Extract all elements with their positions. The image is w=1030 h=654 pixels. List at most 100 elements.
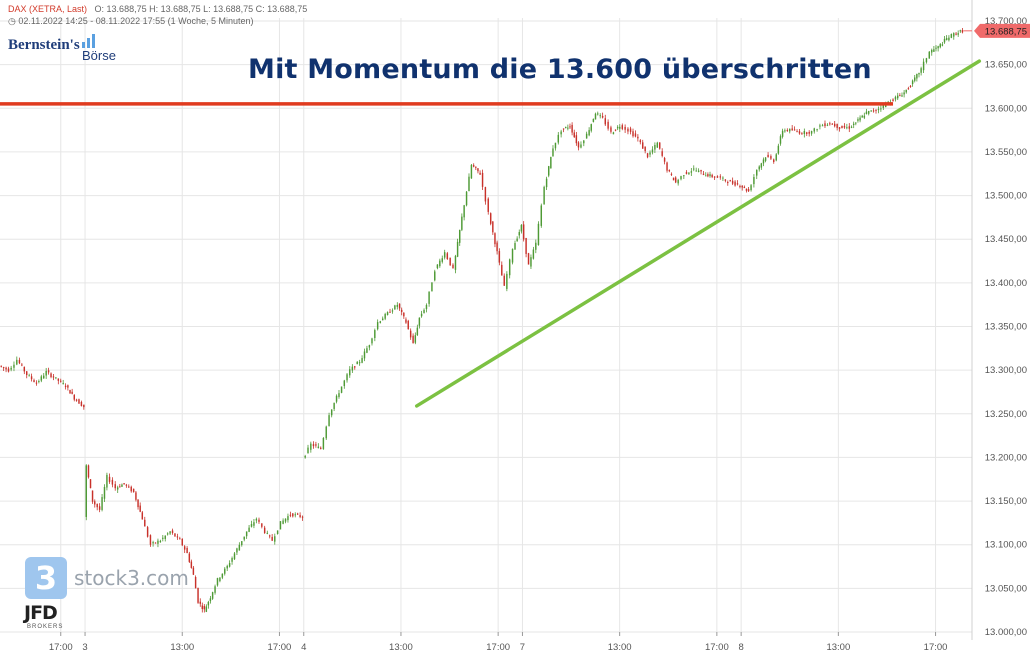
candle-body: [899, 95, 901, 97]
candle-body: [632, 131, 634, 137]
candle-body: [604, 118, 607, 125]
candle-body: [420, 313, 423, 317]
candle-body: [144, 519, 146, 527]
candle-body: [152, 542, 154, 544]
candle-body: [508, 259, 511, 276]
candle-body: [194, 577, 197, 589]
period-label: 02.11.2022 14:25 - 08.11.2022 17:55 (1 W…: [18, 16, 254, 26]
candle-body: [659, 142, 661, 149]
logo-line1: Bernstein's: [8, 37, 80, 53]
candle-body: [801, 133, 803, 135]
x-tick-label: 3: [82, 642, 87, 653]
candle-body: [627, 128, 629, 132]
candle-body: [819, 125, 821, 127]
candle-body: [481, 172, 484, 187]
candle-body: [96, 503, 98, 508]
candle-body: [719, 176, 722, 178]
candle-body: [813, 128, 815, 132]
candle-body: [697, 170, 700, 172]
candle-body: [123, 483, 125, 485]
candle-body: [55, 377, 57, 379]
x-tick-label: 17:00: [486, 642, 510, 653]
candle-body: [806, 132, 808, 134]
candle-body: [78, 399, 80, 404]
candle-body: [7, 368, 10, 372]
candle-body: [98, 506, 101, 510]
candle-body: [320, 447, 322, 449]
candle-body: [409, 330, 412, 338]
candle-body: [384, 314, 386, 319]
candle-body: [396, 304, 399, 307]
candle-body: [294, 514, 296, 516]
candle-body: [506, 273, 508, 289]
x-tick-label: 17:00: [268, 642, 292, 653]
candle-body: [914, 77, 916, 81]
candle-body: [709, 174, 711, 177]
candle-body: [945, 38, 948, 41]
candle-body: [779, 136, 782, 144]
candle-body: [243, 536, 245, 540]
candle-body: [948, 37, 950, 41]
candle-body: [224, 568, 226, 574]
candle-body: [791, 128, 793, 131]
candle-body: [346, 374, 348, 381]
candle-body: [203, 606, 206, 610]
candle-body: [836, 123, 838, 128]
candle-body: [668, 170, 671, 172]
candle-body: [540, 205, 543, 226]
candle-body: [552, 148, 554, 157]
candle-body: [537, 223, 540, 246]
candle-body: [916, 74, 918, 79]
candle-body: [317, 446, 320, 449]
candle-body: [245, 531, 248, 537]
candle-body: [637, 136, 639, 139]
candle-body: [108, 476, 111, 482]
candle-body: [2, 367, 5, 369]
candle-body: [661, 151, 663, 156]
candle-body: [379, 321, 382, 323]
candle-body: [449, 257, 451, 266]
candle-body: [349, 369, 351, 376]
candle-body: [414, 335, 417, 343]
candle-body: [231, 558, 233, 562]
candle-body: [920, 68, 922, 73]
candle-body: [745, 188, 748, 191]
candle-body: [796, 131, 798, 133]
candle-body: [651, 149, 654, 153]
candles: [0, 27, 964, 613]
candle-body: [583, 140, 585, 144]
candle-body: [861, 115, 863, 118]
last-price-badge-shape: [974, 23, 1030, 38]
candle-body: [389, 311, 391, 313]
candle-body: [13, 364, 15, 368]
candle-body: [106, 474, 108, 488]
candle-body: [535, 242, 537, 250]
candle-body: [793, 129, 796, 131]
candle-body: [894, 96, 897, 100]
candle-body: [279, 521, 282, 530]
y-tick-label: 13.250,00: [985, 409, 1027, 420]
candle-body: [843, 125, 846, 128]
candle-body: [83, 404, 85, 408]
candle-body: [412, 335, 414, 344]
candle-body: [663, 157, 666, 162]
candle-body: [470, 164, 473, 179]
candle-body: [394, 305, 396, 310]
candle-body: [484, 187, 487, 202]
candle-body: [405, 319, 407, 323]
candle-body: [775, 154, 777, 161]
candle-body: [400, 309, 403, 312]
candle-body: [40, 376, 43, 381]
candle-body: [496, 242, 498, 252]
candle-body: [201, 605, 204, 610]
candle-body: [590, 124, 592, 131]
candle-body: [532, 249, 535, 259]
candle-body: [338, 393, 340, 397]
candle-body: [18, 359, 21, 364]
candle-body: [530, 257, 532, 267]
candle-body: [85, 465, 87, 517]
candle-body: [903, 92, 905, 95]
y-tick-label: 13.400,00: [985, 278, 1027, 289]
candle-body: [176, 536, 179, 538]
